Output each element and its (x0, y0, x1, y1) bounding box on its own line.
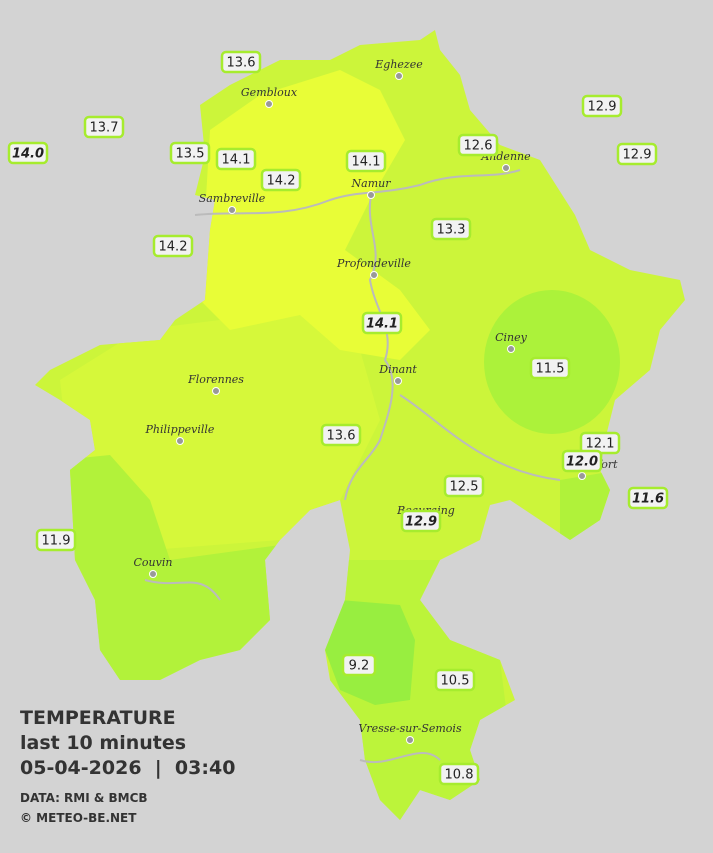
place-name: Dinant (378, 363, 417, 376)
reading-box (457, 133, 499, 157)
reading: 12.9 (623, 148, 652, 163)
reading-box (361, 311, 403, 335)
reading: 13.3 (437, 223, 466, 238)
reading-box (220, 50, 262, 74)
reading-box (215, 147, 257, 171)
place-dot (149, 570, 157, 578)
reading-box (169, 141, 211, 165)
place-name: Eghezee (374, 58, 423, 71)
place-dot (176, 437, 184, 445)
place-dot (394, 377, 402, 385)
legend-period: last 10 minutes (20, 732, 186, 754)
reading: 12.9 (588, 100, 617, 115)
place-name: Gembloux (241, 86, 298, 99)
place-name: Profondeville (336, 257, 411, 270)
reading: 13.6 (227, 56, 256, 71)
reading-box (7, 141, 49, 165)
place-dot (212, 387, 220, 395)
reading: 12.5 (450, 480, 479, 495)
place-dot (502, 164, 510, 172)
legend-datetime: 05-04-2026 | 03:40 (20, 757, 235, 779)
reading: 11.9 (42, 534, 71, 549)
reading-box (320, 423, 362, 447)
reading-box (400, 509, 442, 533)
place-dot (406, 736, 414, 744)
place-dot (370, 271, 378, 279)
reading: 14.1 (366, 317, 398, 332)
reading: 11.5 (536, 362, 565, 377)
reading: 14.2 (159, 240, 188, 255)
reading: 13.6 (327, 429, 356, 444)
place-dot (578, 472, 586, 480)
reading-box (581, 94, 623, 118)
reading: 14.0 (12, 147, 44, 162)
reading-box (616, 142, 658, 166)
place-dot (265, 100, 273, 108)
place-name: Vresse-sur-Semois (358, 722, 462, 735)
reading: 12.0 (566, 455, 598, 470)
place-dot (507, 345, 515, 353)
reading: 10.5 (441, 674, 470, 689)
place-name: Philippeville (145, 423, 215, 436)
reading: 9.2 (349, 659, 370, 674)
place-name: Couvin (134, 556, 173, 569)
legend-heading: TEMPERATURE (20, 707, 176, 729)
place-name: Namur (351, 177, 392, 190)
reading-box (438, 762, 480, 786)
place-dot (228, 206, 236, 214)
place-dot (367, 191, 375, 199)
reading-box (443, 474, 485, 498)
reading: 14.1 (222, 153, 251, 168)
reading-box (529, 356, 571, 380)
place-name: Sambreville (199, 192, 266, 205)
reading-box (152, 234, 194, 258)
reading-box (434, 668, 476, 692)
rivers (144, 169, 561, 764)
reading: 12.9 (405, 515, 437, 530)
reading-box (430, 217, 472, 241)
reading: 11.6 (632, 492, 664, 507)
labels: EghezeeGemblouxAndenneNamurSambrevillePr… (7, 50, 669, 786)
reading-box (260, 168, 302, 192)
reading: 14.1 (352, 155, 381, 170)
place-name: Florennes (187, 373, 244, 386)
reading: 12.1 (586, 437, 615, 452)
reading-box (561, 449, 603, 473)
reading: 14.2 (267, 174, 296, 189)
reading: 13.5 (176, 147, 205, 162)
reading-box (341, 653, 377, 677)
reading-box (345, 149, 387, 173)
reading: 12.6 (464, 139, 493, 154)
reading-box (35, 528, 77, 552)
reading-box (83, 115, 125, 139)
reading: 10.8 (445, 768, 474, 783)
place-dot (395, 72, 403, 80)
legend-copyright: © METEO-BE.NET (20, 811, 137, 825)
place-name: Ciney (495, 331, 528, 344)
reading-box (627, 486, 669, 510)
legend-source: DATA: RMI & BMCB (20, 791, 148, 805)
reading: 13.7 (90, 121, 119, 136)
